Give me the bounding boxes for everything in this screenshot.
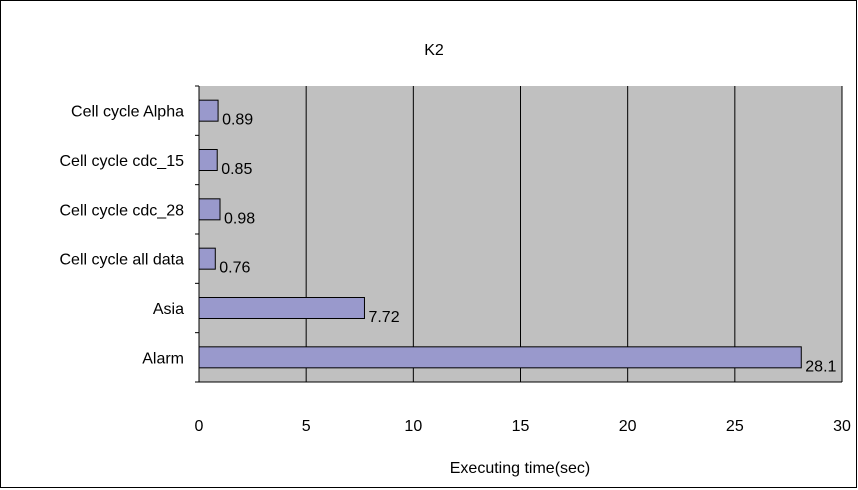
category-label: Cell cycle cdc_28 bbox=[60, 202, 185, 219]
category-label: Cell cycle cdc_15 bbox=[60, 153, 185, 170]
data-label: 0.76 bbox=[219, 260, 250, 277]
bar bbox=[198, 149, 218, 171]
data-label: 7.72 bbox=[368, 309, 399, 326]
bar bbox=[198, 346, 802, 369]
category-label: Cell cycle Alpha bbox=[71, 104, 184, 121]
category-label: Asia bbox=[153, 301, 184, 318]
data-label: 0.98 bbox=[224, 210, 255, 227]
x-tick-label: 30 bbox=[833, 418, 851, 435]
x-tick-label: 10 bbox=[404, 418, 422, 435]
category-label: Alarm bbox=[142, 350, 184, 367]
bars-group bbox=[198, 99, 802, 369]
x-tick-label: 0 bbox=[195, 418, 204, 435]
x-axis-title: Executing time(sec) bbox=[450, 460, 591, 477]
labels-group: K2 Executing time(sec) 0 5 10 15 20 25 30 Cell … bbox=[60, 42, 852, 477]
x-tick-label: 15 bbox=[512, 418, 530, 435]
bar bbox=[198, 198, 221, 221]
x-tick-label: 5 bbox=[302, 418, 311, 435]
bar bbox=[198, 99, 219, 122]
x-tick-label: 20 bbox=[619, 418, 637, 435]
data-label: 0.89 bbox=[222, 112, 253, 129]
chart-title: K2 bbox=[424, 42, 444, 59]
plot-area bbox=[195, 85, 843, 383]
data-label: 0.85 bbox=[221, 161, 252, 178]
bar bbox=[198, 297, 365, 319]
data-label: 28.1 bbox=[805, 358, 836, 375]
category-label: Cell cycle all data bbox=[60, 252, 185, 269]
x-tick-label: 25 bbox=[726, 418, 744, 435]
bar bbox=[198, 247, 216, 270]
